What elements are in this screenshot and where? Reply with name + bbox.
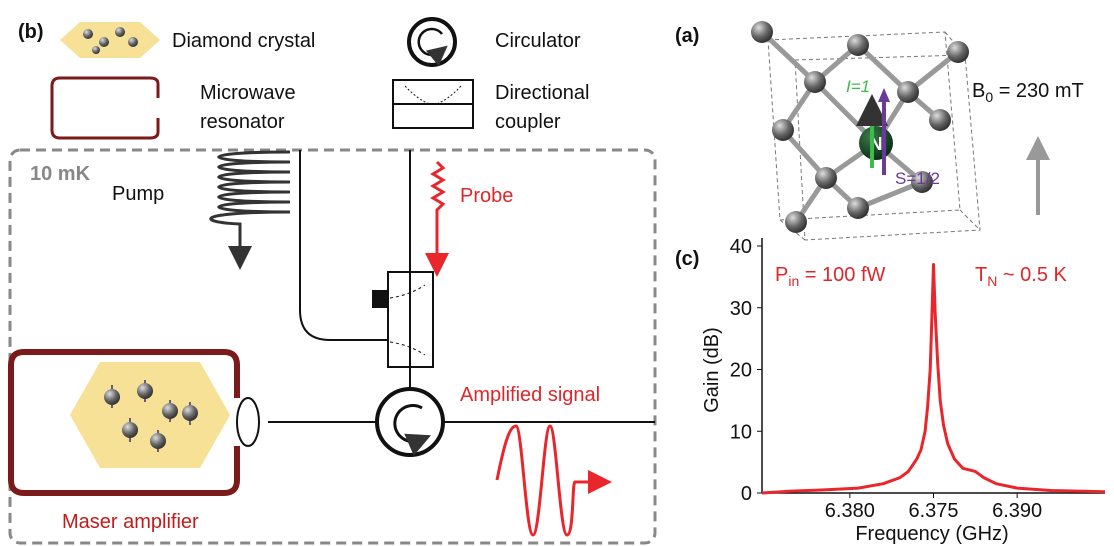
diamond-crystal — [70, 362, 230, 468]
annotation-subscript: in — [788, 273, 799, 289]
annotation: TN ~ 0.5 K — [975, 264, 1067, 289]
field-symbol: B — [972, 80, 985, 102]
x-tick-label: 6.380 — [825, 500, 875, 522]
panel-label: (c) — [675, 248, 699, 270]
output-label: Amplified signal — [460, 384, 600, 406]
pump-label: Pump — [112, 183, 164, 205]
y-tick-label: 0 — [741, 483, 752, 505]
nuclear-spin: I=1 — [846, 77, 870, 96]
y-tick-label: 30 — [730, 298, 752, 320]
annotation-value: = 100 fW — [799, 264, 885, 286]
annotation: Pin = 100 fW — [775, 264, 886, 289]
legend-text: Diamond crystal — [172, 30, 315, 52]
electron-spin: S=1/2 — [895, 169, 940, 188]
x-tick-label: 6.375 — [908, 500, 958, 522]
legend-text: resonator — [200, 111, 285, 133]
circulator-icon — [409, 19, 455, 65]
diamond-icon — [60, 22, 160, 58]
panel-c: (c) Frequency (GHz) Gain (dB) Pin = 100 … — [675, 236, 1105, 545]
pump-wire — [300, 150, 390, 340]
x-tick-label: 6.390 — [992, 500, 1042, 522]
temperature: 10 mK — [30, 163, 91, 185]
legend-text: coupler — [495, 111, 561, 133]
annotation-symbol: P — [775, 264, 788, 286]
resonator-icon — [52, 78, 158, 138]
panel-a: (a) N I=1 S=1/2 B0 = 230 mT — [675, 21, 1084, 240]
field-label: B0 = 230 mT — [972, 80, 1084, 105]
y-tick-label: 10 — [730, 421, 752, 443]
probe-label: Probe — [460, 185, 513, 207]
panel-label: (a) — [675, 25, 699, 47]
legend-text: Microwave — [200, 82, 296, 104]
x-axis-label: Frequency (GHz) — [855, 523, 1008, 545]
y-tick-label: 20 — [730, 360, 752, 382]
field-subscript: 0 — [985, 89, 993, 105]
probe-line — [433, 162, 443, 265]
annotation-symbol: T — [975, 264, 987, 286]
maser-label: Maser amplifier — [62, 511, 199, 533]
output-wave — [497, 426, 600, 535]
figure: (b) Diamond crystal Circulator Microwave… — [0, 0, 1114, 546]
y-axis-label: Gain (dB) — [701, 327, 723, 413]
legend-text: Circulator — [495, 30, 581, 52]
field-value: = 230 mT — [993, 80, 1084, 102]
y-tick-label: 40 — [730, 236, 752, 258]
circulator — [377, 389, 443, 455]
pump-line — [211, 152, 290, 258]
annotation-value: ~ 0.5 K — [997, 264, 1067, 286]
annotation-subscript: N — [987, 273, 997, 289]
legend-text: Directional — [495, 82, 589, 104]
gain-line — [762, 265, 1105, 494]
panel-b: (b) Diamond crystal Circulator Microwave… — [10, 19, 655, 543]
panel-label: (b) — [18, 21, 44, 43]
